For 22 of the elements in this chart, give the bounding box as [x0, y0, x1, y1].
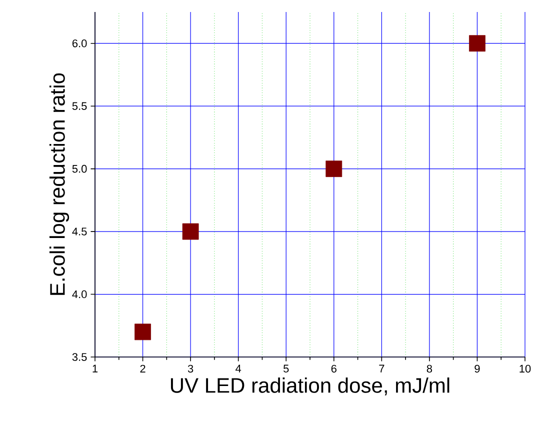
x-tick-label: 4 [236, 364, 242, 372]
x-tick-label: 6 [331, 364, 336, 373]
x-tick-label: 9 [474, 364, 480, 373]
y-tick-label: 3.5 [72, 353, 87, 361]
point [134, 324, 151, 340]
y-tick-label: 5.0 [72, 164, 87, 173]
y-tick-label: 4.0 [72, 290, 87, 298]
point [326, 160, 342, 178]
point [182, 223, 199, 240]
x-axis-title: UV LED radiation dose, mJ/ml [170, 377, 450, 396]
point [469, 35, 486, 52]
x-tick-label: 3 [188, 364, 194, 373]
x-tick-label: 8 [426, 364, 432, 373]
y-tick-label: 4.5 [72, 228, 87, 236]
x-tick-label: 1 [92, 364, 98, 372]
y-tick-label: 5.5 [72, 102, 87, 110]
y-axis-title: E.coli log reduction ratio [49, 73, 70, 295]
x-tick-label: 2 [140, 364, 146, 372]
x-tick-label: 5 [283, 364, 289, 372]
y-tick-label: 6.0 [72, 39, 87, 48]
x-tick-label: 10 [520, 364, 531, 373]
x-tick-label: 7 [379, 364, 384, 372]
